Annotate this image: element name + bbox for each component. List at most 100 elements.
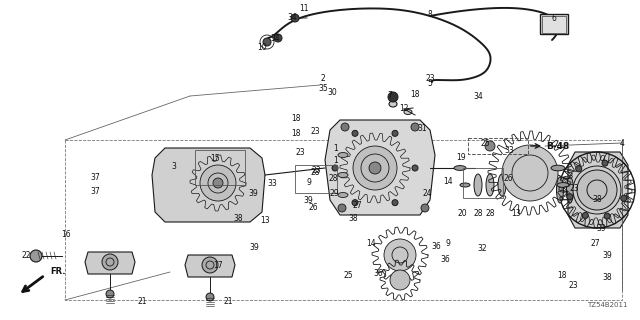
Text: 20: 20: [457, 209, 467, 218]
Text: 30: 30: [327, 87, 337, 97]
Circle shape: [213, 178, 223, 188]
Text: 28: 28: [473, 209, 483, 218]
Text: 13: 13: [260, 215, 270, 225]
Text: 22: 22: [21, 251, 31, 260]
Text: 27: 27: [352, 201, 362, 210]
Text: 39: 39: [602, 251, 612, 260]
Text: 34: 34: [287, 12, 297, 21]
Circle shape: [106, 290, 114, 298]
Circle shape: [352, 130, 358, 136]
Text: 9: 9: [307, 178, 312, 187]
Text: 38: 38: [602, 274, 612, 283]
Text: 2: 2: [321, 74, 325, 83]
Ellipse shape: [486, 174, 494, 196]
Text: 24: 24: [422, 188, 432, 197]
Circle shape: [621, 195, 627, 201]
Circle shape: [274, 34, 282, 42]
Text: 33: 33: [267, 179, 277, 188]
Bar: [540, 14, 568, 34]
Ellipse shape: [557, 183, 569, 188]
Text: 36: 36: [373, 269, 383, 278]
Text: 36: 36: [440, 254, 450, 263]
Circle shape: [291, 14, 299, 22]
Text: 3: 3: [172, 162, 177, 171]
Text: 28: 28: [485, 209, 495, 218]
Text: 38: 38: [592, 195, 602, 204]
Text: 23: 23: [311, 165, 321, 174]
Circle shape: [421, 204, 429, 212]
Text: TZ54B2011: TZ54B2011: [588, 302, 628, 308]
Text: 23: 23: [425, 74, 435, 83]
Text: 33: 33: [504, 146, 514, 155]
Text: 23: 23: [295, 148, 305, 156]
Ellipse shape: [474, 174, 482, 196]
Text: 38: 38: [233, 213, 243, 222]
Circle shape: [576, 166, 582, 172]
Circle shape: [102, 254, 118, 270]
Circle shape: [502, 145, 558, 201]
Text: FR.: FR.: [50, 268, 65, 276]
Ellipse shape: [498, 174, 506, 196]
Text: 27: 27: [590, 238, 600, 247]
Circle shape: [206, 293, 214, 301]
Text: 25: 25: [343, 271, 353, 281]
Text: 15: 15: [210, 154, 220, 163]
Ellipse shape: [566, 177, 573, 203]
Ellipse shape: [551, 165, 565, 171]
Text: 31: 31: [417, 124, 427, 132]
Circle shape: [390, 270, 410, 290]
Ellipse shape: [338, 172, 348, 178]
Ellipse shape: [511, 174, 519, 196]
Text: 4: 4: [620, 139, 625, 148]
Text: 13: 13: [511, 209, 521, 218]
Circle shape: [411, 123, 419, 131]
Text: 29: 29: [329, 188, 339, 197]
Text: 39: 39: [249, 243, 259, 252]
Circle shape: [388, 92, 398, 102]
Polygon shape: [568, 152, 628, 228]
Text: 26: 26: [503, 173, 513, 182]
Text: 17: 17: [213, 260, 223, 269]
Text: 38: 38: [348, 213, 358, 222]
Circle shape: [392, 130, 398, 136]
Circle shape: [352, 200, 358, 206]
Text: 32: 32: [477, 244, 487, 252]
Circle shape: [485, 141, 495, 151]
Bar: [65, 140, 622, 300]
Circle shape: [392, 200, 398, 206]
Text: 36: 36: [431, 242, 441, 251]
Circle shape: [384, 239, 416, 271]
Text: 39: 39: [596, 223, 606, 233]
Circle shape: [573, 166, 621, 214]
Circle shape: [412, 165, 418, 171]
Text: 37: 37: [90, 187, 100, 196]
Text: 35: 35: [318, 84, 328, 92]
Circle shape: [567, 194, 573, 200]
Text: 37: 37: [90, 172, 100, 181]
Polygon shape: [152, 148, 265, 222]
Ellipse shape: [404, 109, 412, 115]
Text: 7: 7: [388, 91, 392, 100]
Text: 18: 18: [557, 270, 567, 279]
Ellipse shape: [338, 153, 348, 157]
Text: 18: 18: [291, 114, 301, 123]
Bar: [468, 138, 528, 154]
Bar: [195, 150, 245, 185]
Circle shape: [263, 38, 271, 46]
Ellipse shape: [577, 177, 584, 203]
Circle shape: [604, 213, 610, 219]
Circle shape: [582, 212, 588, 219]
Text: 34: 34: [473, 92, 483, 100]
Circle shape: [577, 170, 617, 210]
Text: 18: 18: [291, 129, 301, 138]
Ellipse shape: [338, 193, 348, 197]
Bar: [295, 165, 337, 193]
Text: 16: 16: [61, 229, 71, 238]
Polygon shape: [85, 252, 135, 274]
Circle shape: [353, 146, 397, 190]
Circle shape: [338, 204, 346, 212]
Text: 10: 10: [257, 43, 267, 52]
Text: 28: 28: [310, 167, 320, 177]
Text: 1: 1: [333, 156, 339, 164]
Circle shape: [341, 123, 349, 131]
